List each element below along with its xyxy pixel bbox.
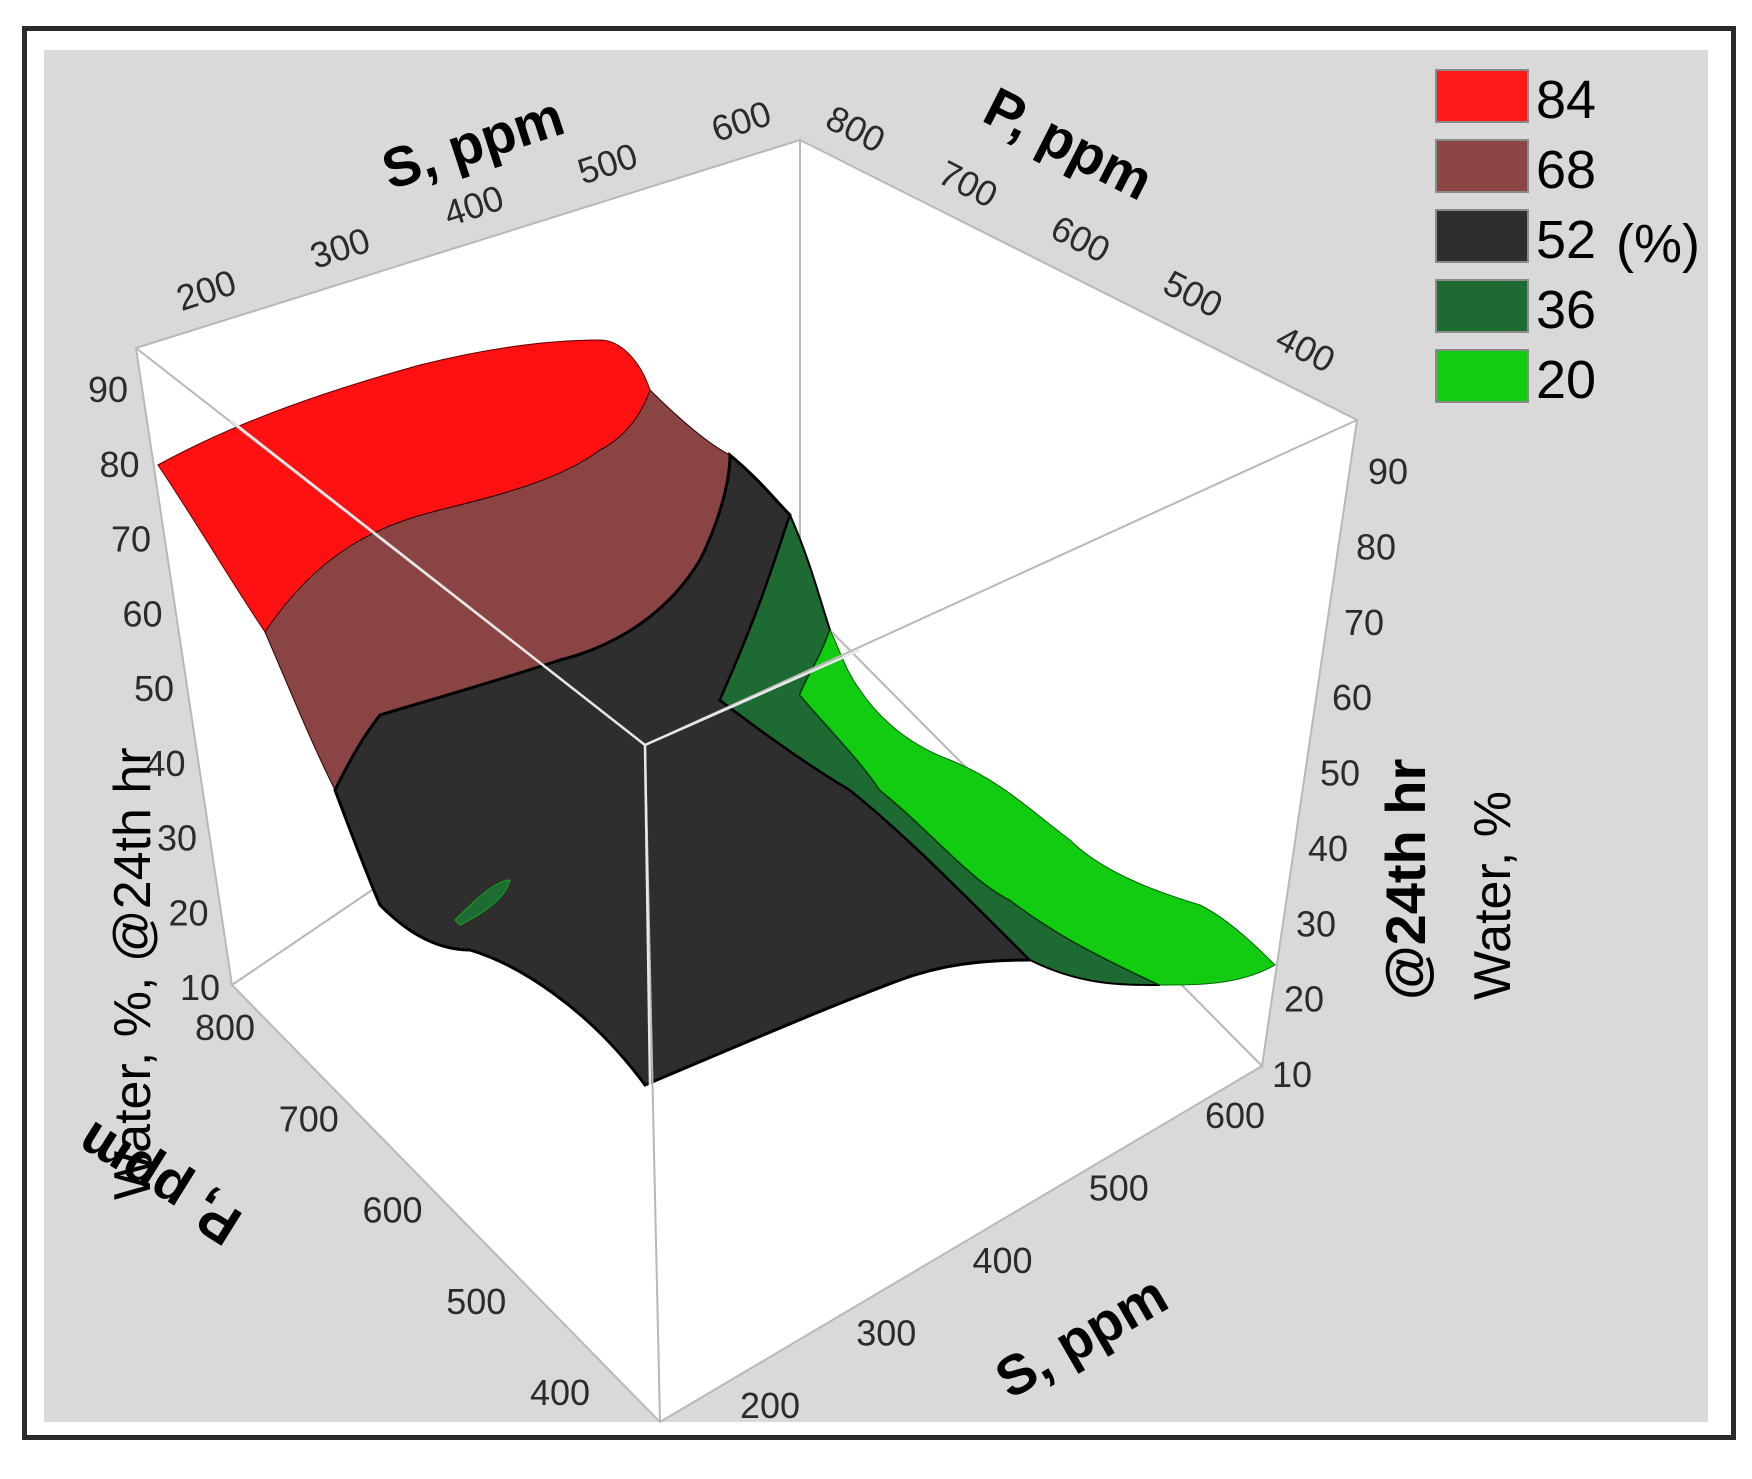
s-bottom-tick-300: 300 [856,1313,916,1354]
s-bottom-tick-400: 400 [972,1240,1032,1281]
legend-label-36: 36 [1536,280,1596,340]
s-axis-title-bottom: S, ppm [985,1262,1178,1410]
surface-band-20 [799,628,1276,986]
p-bottom-tick-600: 600 [362,1190,422,1231]
s-bottom-tick-600: 600 [1205,1095,1265,1136]
z-right-tick-80: 80 [1356,526,1396,567]
surface [157,339,1276,1087]
legend-swatch-68 [1435,139,1529,193]
z-left-tick-40: 40 [145,743,185,784]
z-left-tick-70: 70 [111,519,151,560]
z-axis-title-right-line1: @24th hr [1374,759,1437,1000]
p-top-tick-500: 500 [1157,262,1229,326]
s-bottom-tick-500: 500 [1089,1168,1149,1209]
legend-swatch-84 [1435,69,1529,123]
z-right-tick-10: 10 [1272,1054,1312,1095]
s-bottom-tick-200: 200 [740,1385,800,1426]
legend-swatch-52 [1435,209,1529,263]
p-top-tick-700: 700 [932,152,1004,216]
z-right-tick-50: 50 [1320,753,1360,794]
z-axis-left-ticks: 10 20 30 40 50 60 70 80 90 [88,369,220,1008]
z-right-tick-20: 20 [1284,979,1324,1020]
p-bottom-tick-400: 400 [530,1372,590,1413]
legend: 84 68 52 36 20 [1435,69,1596,410]
s-top-tick-600: 600 [706,92,776,150]
s-top-tick-400: 400 [439,177,509,235]
s-top-tick-300: 300 [305,219,375,277]
legend-label-52: 52 [1536,210,1596,270]
front-edge-vertical-over [643,744,652,1086]
z-right-tick-40: 40 [1308,828,1348,869]
z-left-tick-20: 20 [168,892,208,933]
z-axis-title-left: Water, %, @24th hr [104,747,162,1200]
p-bottom-tick-500: 500 [446,1281,506,1322]
p-top-tick-800: 800 [820,97,892,161]
z-right-tick-90: 90 [1368,451,1408,492]
p-axis-title-top: P, ppm [975,75,1164,213]
legend-label-84: 84 [1536,70,1596,130]
z-left-tick-10: 10 [180,967,220,1008]
s-axis-bottom-ticks: 200 300 400 500 600 [740,1095,1265,1426]
z-axis-title-right-line2: Water, % [1464,791,1522,1000]
z-left-tick-90: 90 [88,369,128,410]
p-bottom-tick-700: 700 [279,1098,339,1139]
p-axis-bottom-ticks: 800 700 600 500 400 [195,1007,590,1413]
surface-blob [454,879,511,926]
legend-label-20: 20 [1536,350,1596,410]
front-edge-left-top-over [229,419,646,746]
z-left-tick-80: 80 [99,444,139,485]
legend-swatch-20 [1435,349,1529,403]
front-edge-right-top-over [644,648,861,747]
p-top-tick-400: 400 [1270,317,1342,381]
front-edge-right-top [644,419,1358,746]
z-left-tick-30: 30 [157,818,197,859]
z-right-tick-30: 30 [1296,903,1336,944]
z-left-tick-60: 60 [122,593,162,634]
z-right-tick-70: 70 [1344,602,1384,643]
s-top-tick-500: 500 [573,135,643,193]
legend-swatch-36 [1435,279,1529,333]
legend-unit: (%) [1616,214,1700,274]
legend-label-68: 68 [1536,140,1596,200]
p-bottom-tick-800: 800 [195,1007,255,1048]
s-top-tick-200: 200 [171,261,241,319]
z-left-tick-50: 50 [134,668,174,709]
p-top-tick-600: 600 [1045,207,1117,271]
box-front-edges-over [229,419,861,1086]
z-axis-right-ticks: 10 20 30 40 50 60 70 80 90 [1272,451,1408,1095]
z-right-tick-60: 60 [1332,677,1372,718]
